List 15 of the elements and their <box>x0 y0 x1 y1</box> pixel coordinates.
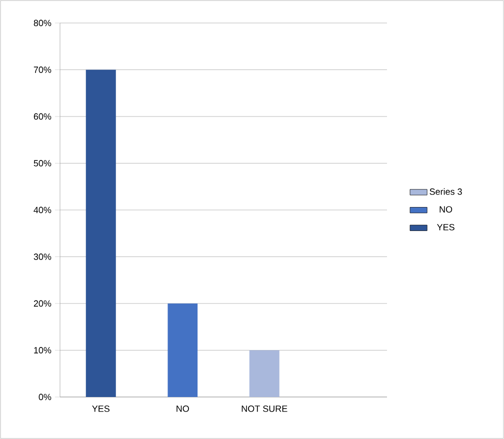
y-tick-label: 40% <box>34 206 52 214</box>
legend-label: NO <box>440 206 452 213</box>
y-tick-label: 50% <box>34 160 52 166</box>
legend-label: YES <box>436 224 454 230</box>
y-tick-label: 10% <box>34 347 52 354</box>
y-tick-label: 30% <box>34 254 52 260</box>
x-tick-label: NO <box>176 406 189 412</box>
x-tick-label: NOT SURE <box>242 406 288 412</box>
y-tick-label: 70% <box>34 66 52 73</box>
y-tick-label: 0% <box>38 394 52 400</box>
y-tick-label: 60% <box>34 113 52 120</box>
y-tick-label: 80% <box>34 20 52 26</box>
x-tick-label: YES <box>92 406 110 412</box>
y-tick-label: 20% <box>34 300 52 307</box>
legend-label: Series 3 <box>430 188 462 195</box>
